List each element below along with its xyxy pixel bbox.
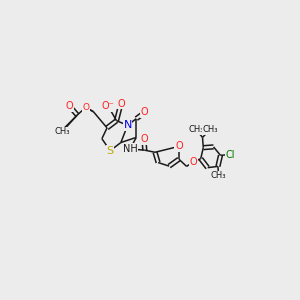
Text: NH: NH	[123, 144, 137, 154]
Text: O: O	[175, 141, 183, 152]
Text: O: O	[140, 134, 148, 144]
Text: Cl: Cl	[226, 150, 235, 160]
Text: N: N	[123, 120, 132, 130]
Text: O: O	[82, 103, 89, 112]
Text: O: O	[190, 157, 197, 167]
Text: S: S	[106, 146, 114, 156]
Text: O: O	[141, 107, 148, 118]
Text: CH₃: CH₃	[211, 171, 226, 180]
Text: CH₃: CH₃	[188, 125, 204, 134]
Text: O⁻: O⁻	[102, 101, 114, 111]
Text: CH₃: CH₃	[54, 128, 70, 136]
Text: CH₃: CH₃	[202, 125, 218, 134]
Text: O: O	[117, 98, 125, 109]
Text: O: O	[66, 101, 74, 111]
